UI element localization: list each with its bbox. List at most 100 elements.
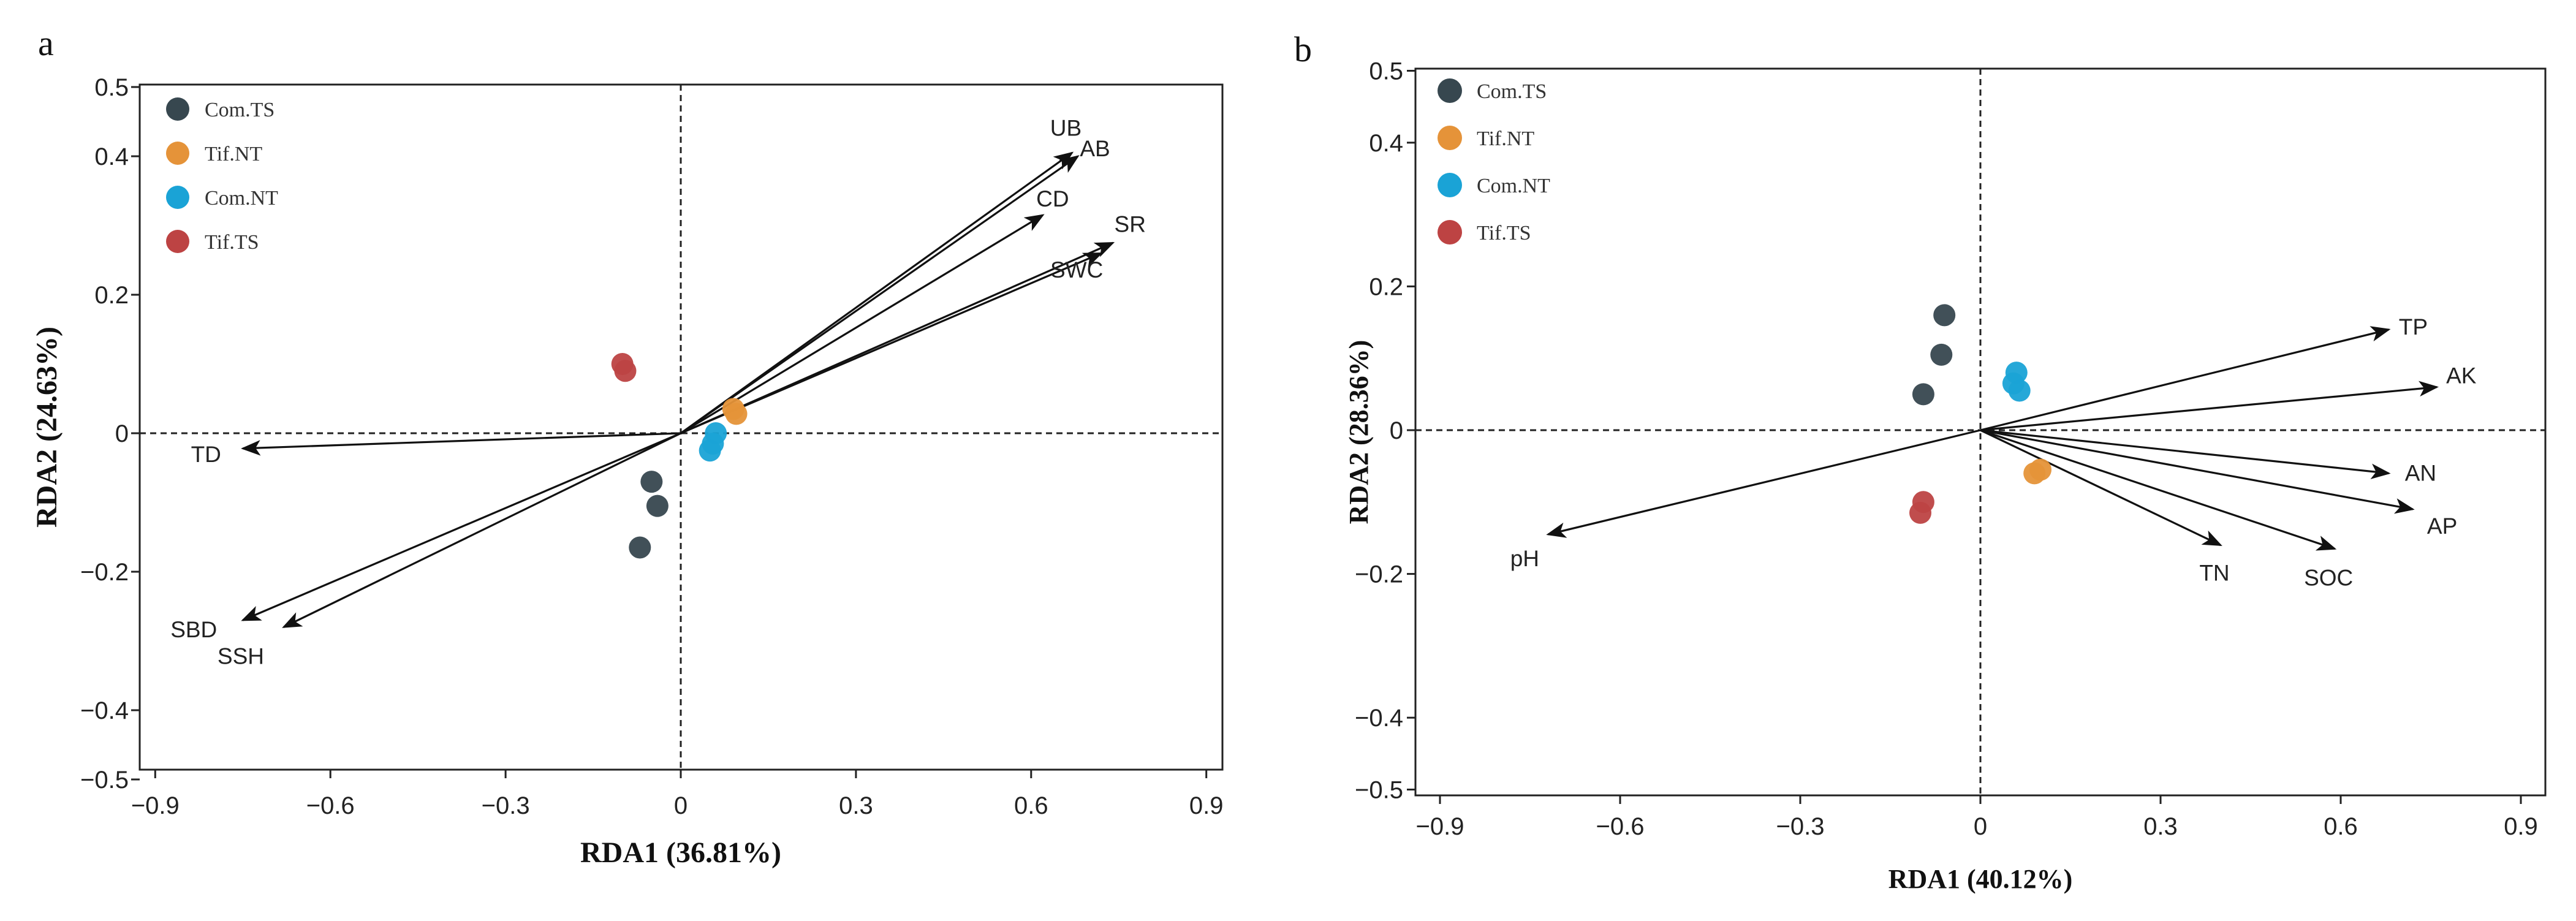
x-tick-label: 0 — [674, 792, 688, 819]
panel-b-points — [1909, 304, 2051, 524]
legend-marker — [166, 97, 189, 121]
legend-marker — [1438, 78, 1462, 103]
panel-a-axes: −0.9 −0.6 −0.3 0 0.3 0.6 0.9 0.5 0.4 0.2 0 −0.2 −0.4… — [80, 74, 1223, 819]
vector-label-an: AN — [2405, 460, 2436, 485]
vector-ap — [1980, 429, 2415, 514]
vector-label-td: TD — [191, 442, 221, 467]
vector-label-soc: SOC — [2304, 566, 2353, 591]
y-tick-label: 0.5 — [1369, 58, 1403, 85]
legend-label: Com.TS — [1477, 80, 1547, 103]
legend-label: Com.TS — [205, 99, 275, 121]
x-tick-label: 0 — [1974, 813, 1987, 840]
legend-label: Tif.NT — [1477, 127, 1534, 150]
point-com-ts — [1912, 383, 1934, 406]
panel-b-axes: −0.9 −0.6 −0.3 0 0.3 0.6 0.9 0.5 0.4 0.2 0 −0.2 −0.4… — [1355, 58, 2545, 840]
vector-cd — [680, 214, 1045, 434]
vector-label-sr: SR — [1115, 211, 1146, 237]
legend-marker — [166, 186, 189, 209]
panel-b-y-title: RDA2 (28.36%) — [1344, 340, 1374, 525]
vector-label-ph: pH — [1510, 546, 1539, 571]
y-tick-label: 0 — [115, 420, 129, 447]
vector-label-ssh: SSH — [218, 643, 264, 669]
x-tick-label: −0.6 — [306, 792, 355, 819]
y-tick-label: 0.2 — [1369, 273, 1403, 300]
panel-b-vectors: TP AK AN AP TN SOC pH — [1510, 314, 2477, 591]
panel-b-label: b — [1294, 29, 1312, 69]
vector-ub — [680, 151, 1074, 434]
point-tif-ts — [1909, 501, 1931, 524]
vector-label-cd: CD — [1036, 186, 1069, 211]
panel-a-y-title: RDA2 (24.63%) — [31, 327, 63, 528]
x-tick-label: 0.9 — [1189, 792, 1224, 819]
point-com-nt — [2008, 379, 2031, 402]
y-tick-label: −0.5 — [1355, 777, 1403, 804]
panel-a-chart: −0.9 −0.6 −0.3 0 0.3 0.6 0.9 0.5 0.4 0.2 0 −0.2 −0.4… — [31, 74, 1224, 869]
vector-label-tp: TP — [2399, 314, 2428, 339]
legend-marker — [166, 142, 189, 165]
point-com-ts — [1930, 343, 1953, 366]
panel-b-chart: −0.9 −0.6 −0.3 0 0.3 0.6 0.9 0.5 0.4 0.2 0 −0.2 −0.4… — [1344, 58, 2547, 894]
x-tick-label: 0.6 — [1014, 792, 1048, 819]
y-tick-label: −0.2 — [80, 559, 129, 586]
panel-b-x-title: RDA1 (40.12%) — [1888, 864, 2073, 894]
vector-tn — [1980, 429, 2222, 547]
x-tick-label: −0.3 — [1776, 813, 1825, 840]
vector-soc — [1980, 429, 2337, 551]
vector-label-ub: UB — [1050, 115, 1082, 140]
y-tick-label: 0 — [1390, 417, 1403, 444]
panel-b-legend: Com.TS Tif.NT Com.NT Tif.TS — [1438, 78, 1550, 244]
legend-label: Tif.TS — [1477, 222, 1531, 244]
y-tick-label: −0.4 — [80, 697, 129, 724]
point-com-ts — [629, 536, 651, 559]
vector-ssh — [282, 432, 681, 628]
y-tick-label: 0.5 — [94, 74, 129, 101]
legend-marker — [1438, 126, 1462, 150]
vector-label-ak: AK — [2446, 363, 2477, 388]
vector-label-swc: SWC — [1050, 257, 1103, 282]
panel-a-points — [611, 353, 748, 559]
legend-marker — [166, 230, 189, 253]
x-tick-label: 0.3 — [2143, 813, 2178, 840]
vector-tp — [1980, 326, 2391, 431]
vector-label-sbd: SBD — [170, 617, 217, 642]
legend-label: Com.NT — [205, 187, 278, 210]
vector-swc — [680, 252, 1104, 434]
x-tick-label: −0.6 — [1596, 813, 1645, 840]
y-tick-label: −0.4 — [1355, 705, 1403, 732]
point-tif-nt — [2029, 458, 2051, 481]
x-tick-label: −0.9 — [131, 792, 180, 819]
vector-ak — [1980, 381, 2439, 431]
legend-label: Tif.TS — [205, 231, 259, 254]
x-tick-label: 0.9 — [2504, 813, 2538, 840]
point-com-ts — [1933, 304, 1956, 327]
vector-label-ab: AB — [1080, 136, 1110, 161]
y-tick-label: 0.4 — [94, 143, 129, 170]
point-com-ts — [640, 471, 663, 493]
panel-a-x-title: RDA1 (36.81%) — [580, 836, 781, 869]
vector-ab — [680, 155, 1080, 434]
y-tick-label: 0.4 — [1369, 130, 1403, 157]
y-tick-label: −0.5 — [80, 767, 129, 794]
vector-an — [1980, 429, 2391, 480]
x-tick-label: 0.3 — [839, 792, 873, 819]
legend-marker — [1438, 173, 1462, 197]
vector-td — [241, 432, 681, 456]
x-tick-label: −0.3 — [482, 792, 530, 819]
x-tick-label: −0.9 — [1416, 813, 1464, 840]
legend-marker — [1438, 220, 1462, 244]
point-com-ts — [646, 495, 669, 517]
panel-a-legend: Com.TS Tif.NT Com.NT Tif.TS — [166, 97, 278, 254]
y-tick-label: 0.2 — [94, 282, 129, 309]
vector-label-ap: AP — [2427, 514, 2457, 539]
legend-label: Com.NT — [1477, 175, 1550, 197]
vector-ph — [1546, 429, 1981, 538]
x-tick-label: 0.6 — [2324, 813, 2358, 840]
panel-a-label: a — [38, 23, 54, 63]
point-tif-nt — [725, 403, 748, 425]
vector-label-tn: TN — [2199, 561, 2229, 586]
point-com-nt — [699, 439, 721, 462]
y-tick-label: −0.2 — [1355, 561, 1403, 588]
vector-sbd — [241, 432, 681, 621]
